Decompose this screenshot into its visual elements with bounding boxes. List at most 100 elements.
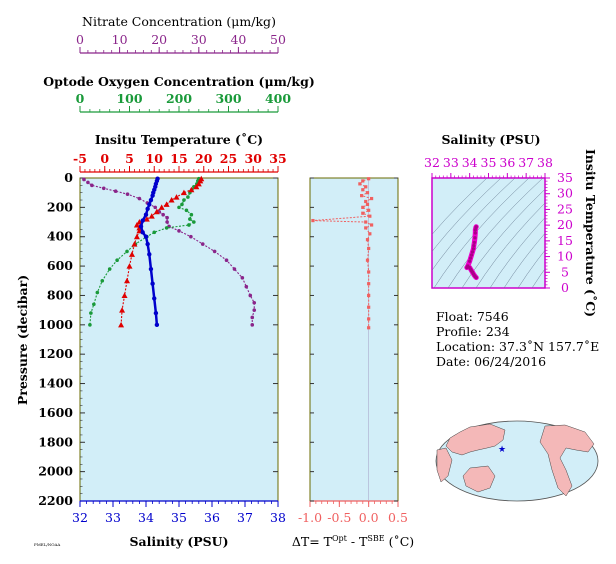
globe-landmass-australia [462,465,496,493]
isopycnal-line [489,217,545,288]
nitrate-tick-label: 30 [191,32,207,47]
ts-panel [431,177,546,289]
delta-t-point [361,211,365,215]
temperature-point [168,197,175,203]
salinity-point [147,202,152,207]
temperature-tick-label: 20 [195,151,213,166]
temperature-point [188,186,195,193]
salinity-tick-label: 34 [138,510,154,525]
delta-t-tick-label: -0.5 [327,510,351,525]
nitrate-axis: 0 10 20 30 40 50 [76,32,286,54]
nitrate-point [165,215,169,220]
pressure-axis-title: Pressure (decibar) [15,275,30,405]
ts-salinity-tick-label: 33 [443,155,459,170]
isopycnal-line [517,249,545,288]
ts-point [466,264,470,268]
salinity-point [153,310,159,316]
ts-isopycnals [432,178,545,288]
oxygen-tick-label: 0 [76,91,85,106]
temperature-point [158,204,165,210]
ts-temperature-tick-label: 5 [561,264,569,279]
temperature-point [173,194,180,200]
globe-landmass-asia [445,423,506,456]
globe-landmass-americas [539,424,595,497]
temperature-tick-label: 30 [245,151,263,166]
ts-point [472,243,476,248]
nitrate-point [224,258,229,263]
salinity-tick-label: 32 [72,510,88,525]
salinity-tick-label: 36 [204,510,220,525]
ts-temperature-tick-label: 10 [557,249,573,264]
temperature-point [195,180,202,187]
pressure-tick-label: 800 [47,287,73,302]
delta-t-title-prefix: ΔT= T [292,534,333,549]
nitrate-point [90,183,94,188]
salinity-point [150,193,155,198]
temperature-point [131,241,138,247]
nitrate-point [101,186,106,191]
nitrate-point [177,229,181,233]
temperature-point [119,307,126,313]
delta-t-title-sup2: SBE [367,534,384,543]
delta-t-point [367,293,371,298]
ts-salinity-tick-label: 36 [499,155,515,170]
oxygen-point [125,249,129,254]
ts-temperature-tick-label: 35 [557,170,573,185]
oxygen-point [187,223,191,227]
oxygen-point [115,258,119,263]
oxygen-point [184,208,189,213]
profile-number: Profile: 234 [436,324,510,339]
delta-t-axis: -1.0 -0.5 0.0 0.5 [298,177,408,525]
temperature-point [128,251,135,257]
isopycnal-line [432,178,516,271]
salinity-point [145,241,150,247]
nitrate-point [200,242,205,246]
salinity-series [138,176,160,328]
salinity-point [147,252,152,257]
delta-t-point [364,220,368,224]
temperature-point [143,216,150,222]
ts-point [471,247,476,251]
temperature-point [180,189,187,196]
temperature-tick-label: 15 [170,151,187,166]
pressure-tick-label: 0 [64,170,73,185]
temperature-point [153,208,160,215]
nitrate-point [212,249,217,254]
temperature-tick-label: 5 [125,151,134,166]
oxygen-point [182,198,186,202]
temperature-tick-label: 0 [100,151,109,166]
float-number: Float: 7546 [436,309,509,324]
nitrate-point [189,234,193,239]
salinity-axis-title: Salinity (PSU) [129,534,228,549]
pressure-tick-label: 1000 [38,317,73,332]
nitrate-tick-label: 20 [151,32,167,47]
date: Date: 06/24/2016 [436,354,547,369]
ts-salinity-tick-label: 37 [518,155,534,170]
ts-point [473,228,477,232]
float-info: Float: 7546 Profile: 234 Location: 37.3˚… [436,309,599,369]
temperature-axis: -5 0 5 10 15 20 25 30 35 [73,151,287,173]
salinity-tick-label: 38 [270,510,286,525]
pressure-tick-label: 1400 [38,376,73,391]
nitrate-tick-label: 50 [270,32,286,47]
ts-point [472,240,476,245]
nitrate-series [82,177,257,327]
delta-t-point [358,182,362,186]
temperature-tick-label: -5 [73,151,87,166]
globe-map: ★ [435,420,599,502]
delta-t-point [367,270,371,274]
delta-t-point [367,246,371,251]
axes-layer: 0 10 20 30 40 500 100 200 300 400-5 0 5 10 15 20 25 30 35… [38,32,573,525]
oxygen-point [100,278,105,283]
delta-t-point [367,305,371,309]
oxygen-tick-label: 100 [116,91,142,106]
location: Location: 37.3˚N 157.7˚E [436,339,600,354]
temperature-tick-label: 10 [146,151,164,166]
delta-t-tick-label: 0.0 [359,510,379,525]
oxygen-axis: 0 100 200 300 400 [76,91,291,113]
nitrate-point [244,284,249,289]
isopycnal-line [432,178,488,235]
delta-t-point [368,232,372,236]
salinity-point [143,212,149,217]
